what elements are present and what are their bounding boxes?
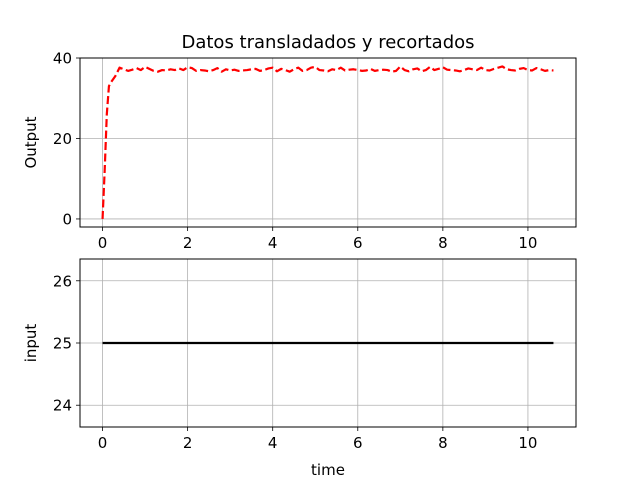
x-tick-label: 4 [268, 234, 278, 252]
x-tick-label: 4 [268, 434, 278, 452]
y-tick-label: 40 [53, 50, 72, 68]
x-tick-label: 8 [438, 234, 448, 252]
output-ticks: 0 2 4 6 8 10 0 20 40 [53, 50, 538, 253]
x-tick-label: 2 [183, 234, 193, 252]
output-y-axis-label: Output [22, 116, 40, 168]
output-axes-frame [79, 57, 577, 228]
x-axis-label: time [311, 461, 345, 479]
x-tick-label: 10 [518, 434, 537, 452]
output-series-line [101, 65, 554, 219]
x-tick-label: 6 [353, 234, 363, 252]
x-tick-label: 6 [353, 434, 363, 452]
y-tick-label: 25 [53, 335, 72, 353]
y-tick-label: 26 [53, 272, 72, 290]
x-tick-label: 2 [183, 434, 193, 452]
x-tick-label: 0 [98, 234, 108, 252]
x-tick-label: 8 [438, 434, 448, 452]
input-y-axis-label: input [22, 324, 40, 363]
chart-title: Datos transladados y recortados [181, 32, 474, 53]
y-tick-label: 20 [53, 130, 72, 148]
y-tick-label: 24 [53, 397, 72, 415]
x-tick-label: 10 [518, 234, 537, 252]
output-series [101, 65, 554, 219]
y-tick-label: 0 [62, 210, 72, 228]
output-subplot: Datos transladados y recortados 0 2 4 6 8 100… [22, 32, 577, 253]
x-tick-label: 0 [98, 434, 108, 452]
